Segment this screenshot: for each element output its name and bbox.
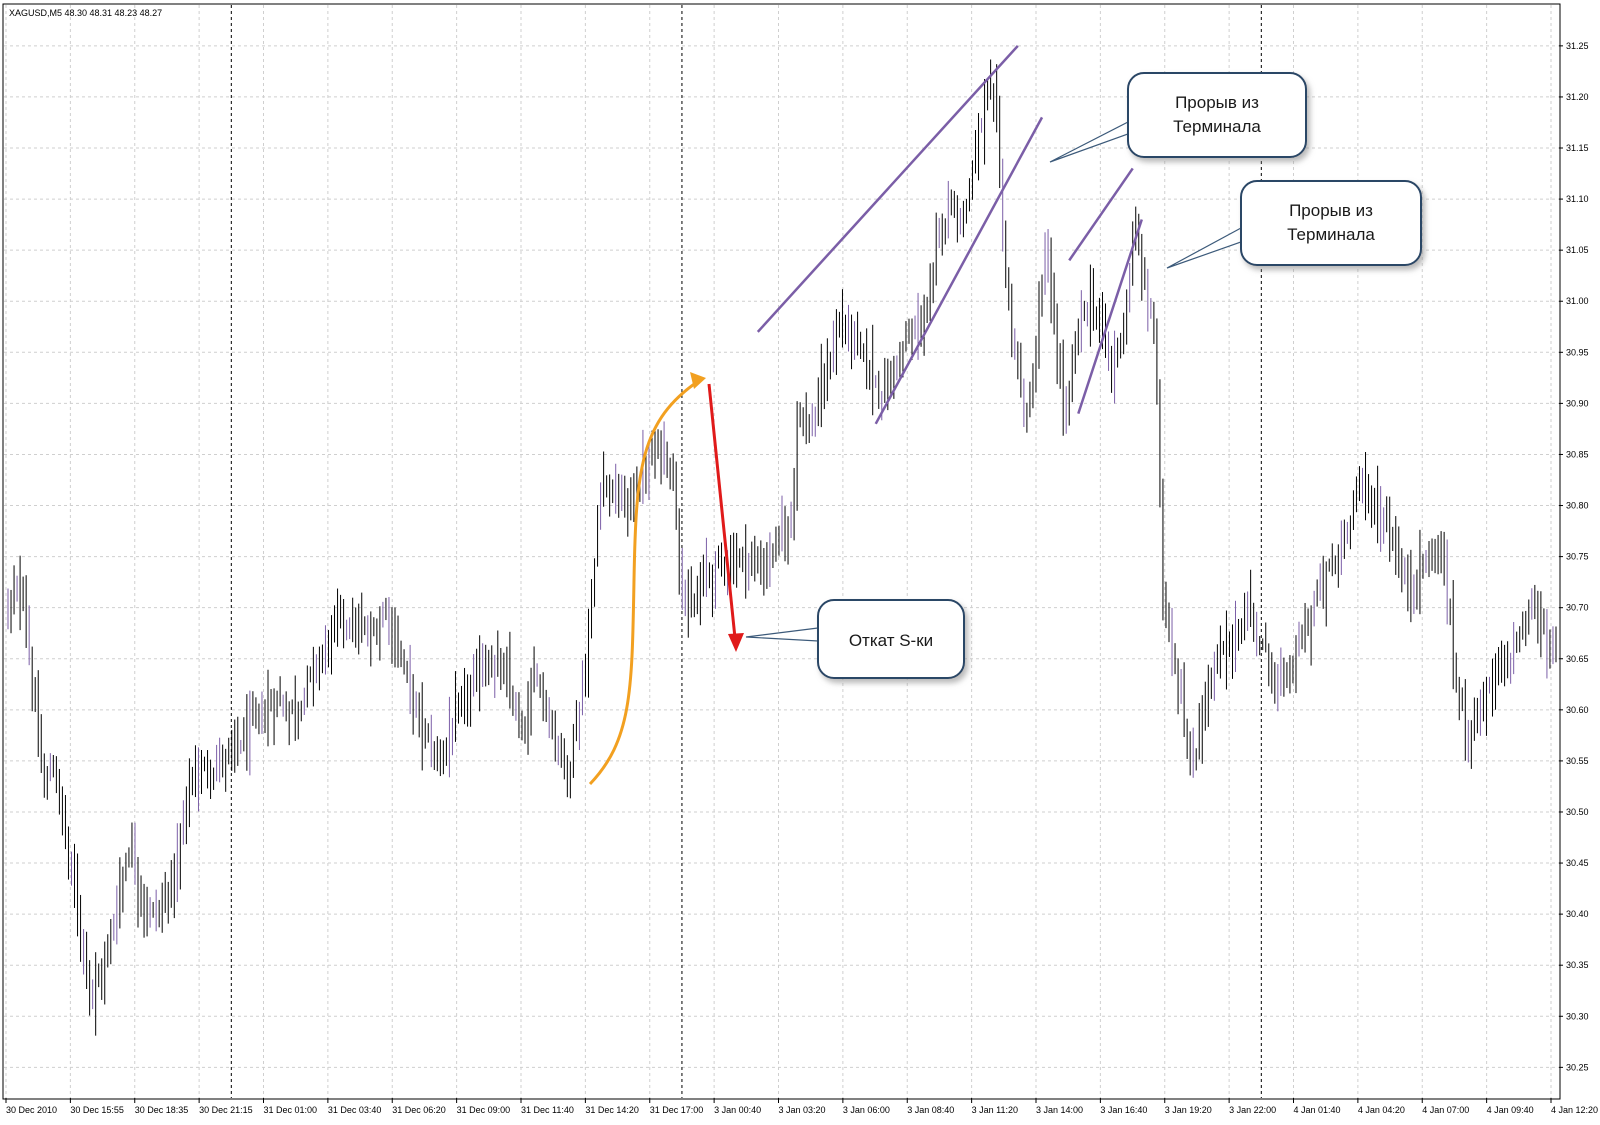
x-tick-label: 3 Jan 00:40: [714, 1105, 761, 1115]
y-tick-label: 31.05: [1566, 245, 1589, 255]
callout-1-line2: Терминала: [1173, 117, 1261, 136]
callout-2-line2: Терминала: [1287, 225, 1375, 244]
callout-2-line1: Прорыв из: [1289, 201, 1373, 220]
y-tick-label: 30.65: [1566, 654, 1589, 664]
y-tick-label: 30.30: [1566, 1011, 1589, 1021]
trend-line[interactable]: [1068, 167, 1134, 262]
y-tick-label: 31.10: [1566, 194, 1589, 204]
x-tick-label: 31 Dec 14:20: [585, 1105, 639, 1115]
callout-breakout-1: Прорыв из Терминала: [1049, 72, 1307, 163]
x-tick-label: 30 Dec 18:35: [135, 1105, 189, 1115]
x-tick-label: 31 Dec 17:00: [650, 1105, 704, 1115]
x-tick-label: 31 Dec 09:00: [457, 1105, 511, 1115]
y-tick-label: 30.95: [1566, 347, 1589, 357]
x-tick-label: 4 Jan 04:20: [1358, 1105, 1405, 1115]
x-tick-label: 4 Jan 09:40: [1487, 1105, 1534, 1115]
y-tick-label: 30.75: [1566, 552, 1589, 562]
price-bars: [7, 59, 1557, 1036]
x-tick-label: 31 Dec 01:00: [264, 1105, 318, 1115]
plot-area[interactable]: [2, 3, 1561, 1100]
x-tick-label: 4 Jan 12:20: [1551, 1105, 1598, 1115]
y-tick-label: 30.85: [1566, 449, 1589, 459]
y-tick-label: 30.50: [1566, 807, 1589, 817]
x-tick-label: 31 Dec 06:20: [392, 1105, 446, 1115]
x-tick-label: 4 Jan 07:00: [1422, 1105, 1469, 1115]
pullback-arrow: [707, 383, 744, 652]
x-tick-label: 3 Jan 11:20: [972, 1105, 1018, 1115]
x-tick-label: 3 Jan 14:00: [1036, 1105, 1083, 1115]
x-tick-label: 3 Jan 06:00: [843, 1105, 890, 1115]
y-axis: 31.25 31.20 31.15 31.10 31.05 31.00 30.95 30.90…: [1559, 41, 1589, 1072]
y-tick-label: 30.35: [1566, 960, 1589, 970]
x-tick-label: 30 Dec 21:15: [199, 1105, 253, 1115]
x-tick-label: 31 Dec 03:40: [328, 1105, 382, 1115]
symbol-info: XAGUSD,M5 48.30 48.31 48.23 48.27: [9, 8, 162, 18]
x-tick-label: 3 Jan 22:00: [1229, 1105, 1276, 1115]
y-tick-label: 31.00: [1566, 296, 1589, 306]
x-tick-label: 30 Dec 15:55: [70, 1105, 124, 1115]
y-tick-label: 30.60: [1566, 705, 1589, 715]
y-tick-label: 30.90: [1566, 398, 1589, 408]
y-tick-label: 31.15: [1566, 143, 1589, 153]
trend-line[interactable]: [874, 116, 1044, 425]
x-tick-label: 30 Dec 2010: [6, 1105, 57, 1115]
y-tick-label: 31.25: [1566, 41, 1589, 51]
callout-breakout-2: Прорыв из Терминала: [1166, 180, 1422, 269]
s-curve-arrow: [588, 372, 706, 786]
trend-line[interactable]: [1077, 219, 1143, 414]
x-tick-label: 3 Jan 08:40: [907, 1105, 954, 1115]
grid-layer: [4, 5, 1559, 1098]
y-tick-label: 30.80: [1566, 501, 1589, 511]
x-axis: 30 Dec 2010 30 Dec 15:55 30 Dec 18:35 30 De…: [5, 1098, 1598, 1115]
x-tick-label: 4 Jan 01:40: [1294, 1105, 1341, 1115]
y-tick-label: 31.20: [1566, 92, 1589, 102]
callout-1-line1: Прорыв из: [1175, 93, 1259, 112]
x-tick-label: 3 Jan 19:20: [1165, 1105, 1212, 1115]
callout-pullback: Откат S-ки: [745, 599, 965, 679]
y-tick-label: 30.70: [1566, 603, 1589, 613]
y-tick-label: 30.55: [1566, 756, 1589, 766]
trend-lines: [756, 45, 1143, 425]
x-tick-label: 31 Dec 11:40: [521, 1105, 574, 1115]
y-tick-label: 30.40: [1566, 909, 1589, 919]
y-tick-label: 30.45: [1566, 858, 1589, 868]
y-tick-label: 30.25: [1566, 1062, 1589, 1072]
x-tick-label: 3 Jan 16:40: [1100, 1105, 1147, 1115]
callout-3-label: Откат S-ки: [849, 631, 933, 650]
trend-line[interactable]: [756, 45, 1019, 333]
x-tick-label: 3 Jan 03:20: [779, 1105, 826, 1115]
